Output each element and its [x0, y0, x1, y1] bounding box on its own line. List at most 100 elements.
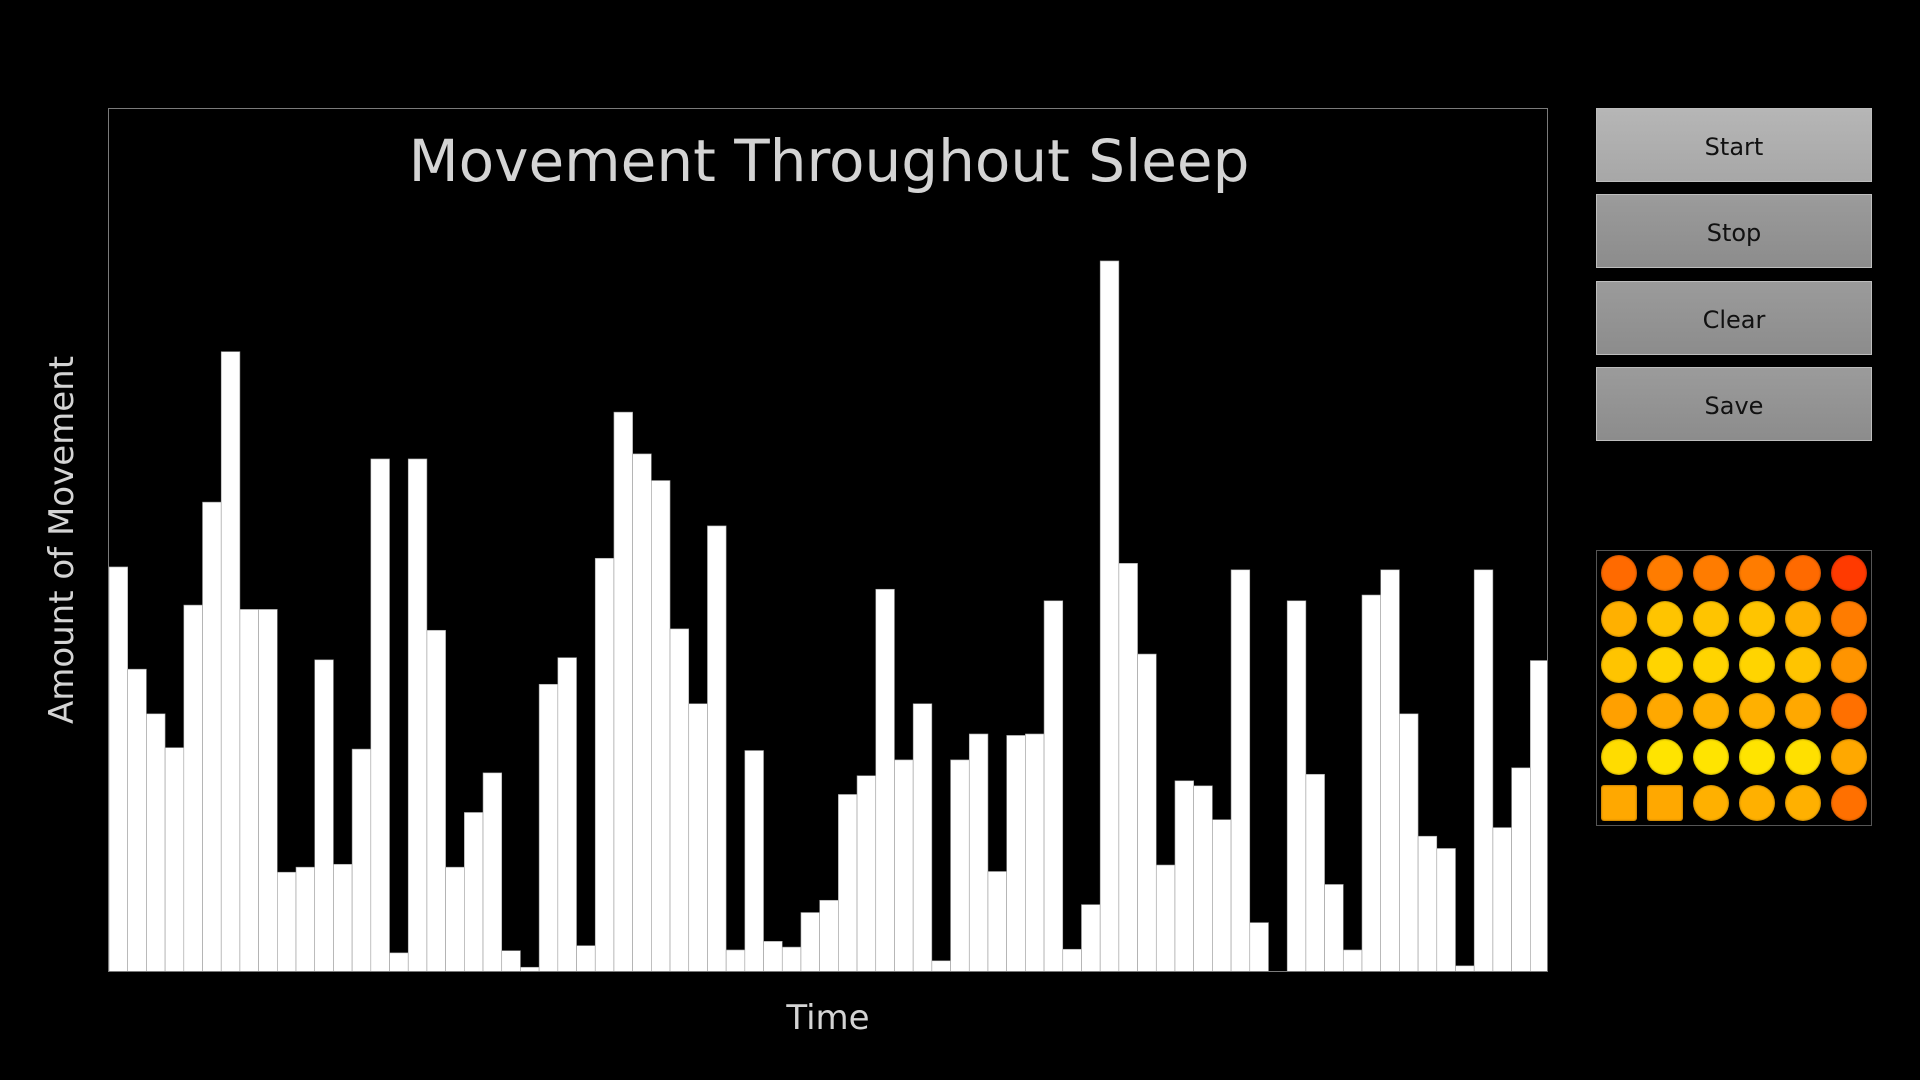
led-r5-c0 — [1601, 785, 1637, 821]
bar-20 — [482, 772, 503, 971]
bar-32 — [707, 525, 727, 971]
led-r3-c5 — [1831, 693, 1867, 729]
led-r2-c2 — [1693, 647, 1729, 683]
bar-4 — [183, 604, 203, 971]
led-r5-c1 — [1647, 785, 1683, 821]
bar-58 — [1193, 785, 1213, 971]
bar-49 — [1025, 733, 1045, 971]
bar-70 — [1417, 835, 1438, 971]
bar-56 — [1155, 864, 1176, 971]
led-r4-c4 — [1785, 739, 1821, 775]
led-r4-c5 — [1831, 739, 1867, 775]
bar-21 — [501, 950, 521, 971]
led-matrix-panel — [1596, 550, 1872, 826]
bar-14 — [370, 458, 390, 971]
bar-51 — [1062, 948, 1082, 971]
led-r0-c0 — [1601, 555, 1637, 591]
bar-39 — [838, 794, 858, 971]
led-r3-c2 — [1693, 693, 1729, 729]
led-r1-c4 — [1785, 601, 1821, 637]
bar-60 — [1230, 569, 1251, 971]
led-r5-c5 — [1831, 785, 1867, 821]
bar-63 — [1286, 600, 1307, 971]
bar-52 — [1081, 904, 1101, 971]
led-r2-c3 — [1739, 647, 1775, 683]
led-r4-c2 — [1693, 739, 1729, 775]
bar-35 — [763, 941, 783, 971]
bar-10 — [295, 866, 316, 971]
bar-36 — [781, 946, 802, 971]
chart-plot-area: Movement Throughout Sleep — [108, 108, 1548, 972]
bar-9 — [277, 871, 297, 971]
led-r3-c1 — [1647, 693, 1683, 729]
led-r3-c3 — [1739, 693, 1775, 729]
led-r2-c0 — [1601, 647, 1637, 683]
bar-69 — [1399, 713, 1419, 971]
bar-50 — [1043, 600, 1064, 971]
led-r1-c5 — [1831, 601, 1867, 637]
bar-11 — [314, 659, 334, 971]
bar-24 — [557, 657, 577, 971]
bar-1 — [127, 668, 147, 971]
led-r4-c0 — [1601, 739, 1637, 775]
bar-33 — [725, 949, 746, 971]
bar-17 — [426, 629, 446, 971]
bar-25 — [576, 945, 596, 971]
bar-76 — [1530, 660, 1547, 971]
y-axis-label: Amount of Movement — [42, 355, 82, 725]
bar-6 — [220, 351, 241, 971]
bar-54 — [1118, 563, 1138, 971]
led-r1-c3 — [1739, 601, 1775, 637]
led-r1-c0 — [1601, 601, 1637, 637]
led-r2-c5 — [1831, 647, 1867, 683]
bar-31 — [688, 703, 708, 971]
bar-48 — [1006, 735, 1026, 971]
led-r3-c0 — [1601, 693, 1637, 729]
bar-8 — [258, 609, 278, 971]
bar-13 — [351, 748, 372, 971]
bar-72 — [1455, 965, 1475, 971]
bar-59 — [1212, 819, 1232, 971]
clear-button[interactable]: Clear — [1596, 281, 1872, 355]
stop-button[interactable]: Stop — [1596, 194, 1872, 268]
bar-19 — [464, 812, 484, 971]
bar-46 — [968, 733, 989, 971]
led-r5-c3 — [1739, 785, 1775, 821]
bar-3 — [164, 747, 185, 971]
bar-34 — [744, 750, 764, 971]
led-r0-c2 — [1693, 555, 1729, 591]
led-r5-c2 — [1693, 785, 1729, 821]
led-r0-c3 — [1739, 555, 1775, 591]
bar-66 — [1342, 949, 1363, 971]
bar-chart — [109, 260, 1547, 971]
bar-41 — [875, 588, 895, 971]
x-axis-label: Time — [786, 998, 870, 1038]
led-r4-c1 — [1647, 739, 1683, 775]
bar-74 — [1492, 827, 1512, 971]
bar-44 — [931, 960, 951, 971]
bar-64 — [1305, 773, 1325, 971]
led-r0-c5 — [1831, 555, 1867, 591]
bar-67 — [1361, 594, 1381, 971]
bar-38 — [819, 899, 839, 971]
save-button[interactable]: Save — [1596, 367, 1872, 441]
bar-37 — [800, 912, 820, 971]
bar-45 — [950, 759, 970, 971]
bar-28 — [632, 453, 652, 971]
bar-61 — [1249, 922, 1269, 971]
bar-53 — [1099, 260, 1120, 971]
bar-55 — [1137, 653, 1157, 971]
bar-68 — [1380, 569, 1400, 971]
bar-75 — [1511, 767, 1531, 971]
bar-7 — [239, 609, 259, 971]
start-button[interactable]: Start — [1596, 108, 1872, 182]
bar-12 — [333, 863, 353, 971]
bar-43 — [912, 703, 933, 971]
led-r1-c1 — [1647, 601, 1683, 637]
bar-18 — [445, 866, 465, 971]
led-r0-c1 — [1647, 555, 1683, 591]
bar-47 — [987, 871, 1007, 971]
bar-29 — [651, 480, 671, 971]
bar-22 — [520, 966, 540, 971]
